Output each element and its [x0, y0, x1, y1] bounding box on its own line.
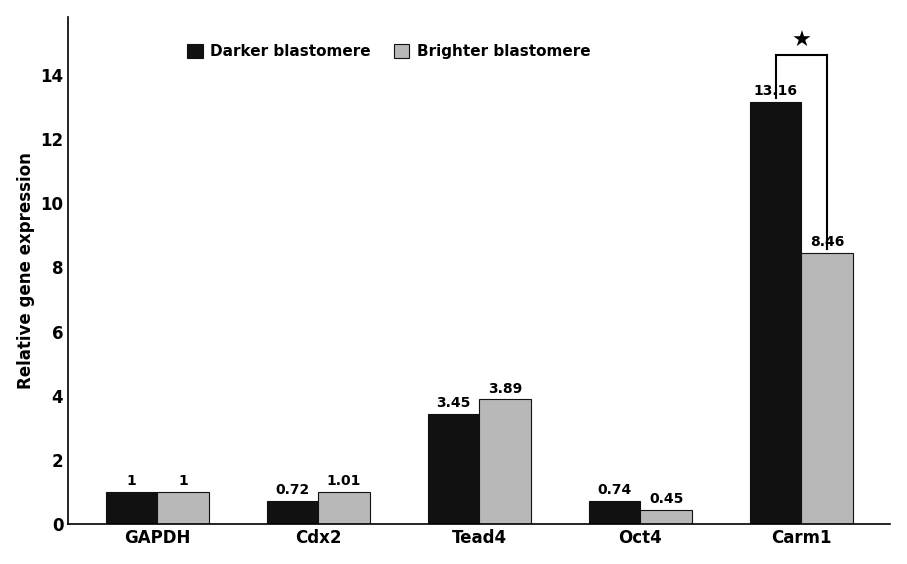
- Text: 8.46: 8.46: [810, 235, 844, 249]
- Text: 1.01: 1.01: [327, 474, 361, 488]
- Bar: [267, 501, 318, 525]
- Text: 13.16: 13.16: [754, 83, 797, 98]
- Text: 3.45: 3.45: [436, 396, 471, 409]
- Bar: [428, 413, 479, 525]
- Text: 0.72: 0.72: [276, 483, 309, 497]
- Bar: [640, 510, 692, 525]
- Bar: [157, 492, 209, 525]
- Bar: [802, 253, 853, 525]
- Bar: [479, 399, 531, 525]
- Text: 1: 1: [126, 474, 136, 488]
- Bar: [318, 492, 370, 525]
- Bar: [750, 102, 802, 525]
- Text: 0.45: 0.45: [649, 492, 683, 506]
- Bar: [589, 501, 640, 525]
- Text: 1: 1: [178, 474, 188, 488]
- Text: 3.89: 3.89: [488, 382, 522, 395]
- Bar: [105, 492, 157, 525]
- Y-axis label: Relative gene expression: Relative gene expression: [16, 152, 34, 389]
- Text: ★: ★: [792, 30, 812, 50]
- Legend: Darker blastomere, Brighter blastomere: Darker blastomere, Brighter blastomere: [182, 39, 595, 64]
- Text: 0.74: 0.74: [598, 483, 631, 497]
